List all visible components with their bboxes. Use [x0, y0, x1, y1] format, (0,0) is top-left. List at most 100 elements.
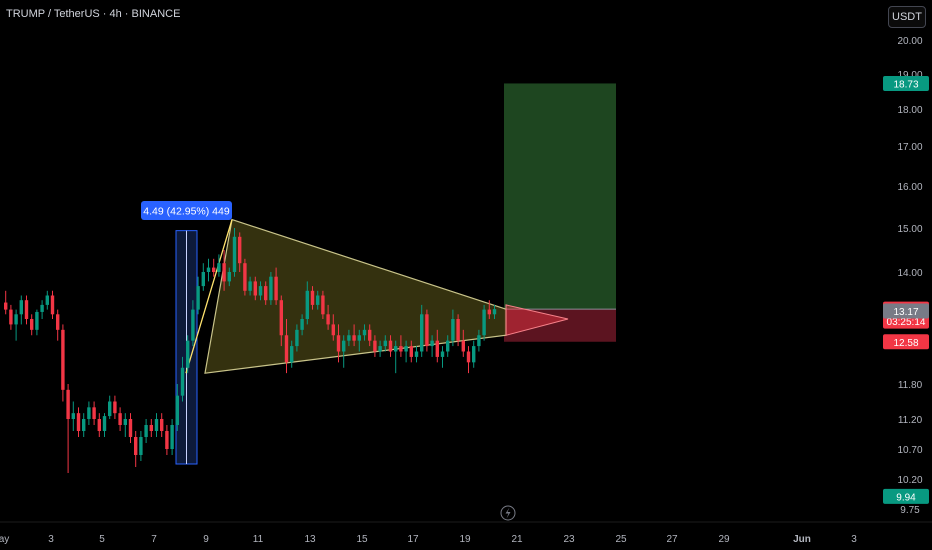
- candle-body: [97, 419, 101, 431]
- candle: [56, 309, 60, 341]
- candle: [414, 346, 419, 363]
- candle-body: [466, 351, 471, 363]
- time-tick-label: 5: [99, 534, 105, 545]
- candle-body: [435, 340, 439, 357]
- candle-body: [201, 272, 205, 287]
- candle: [258, 281, 263, 301]
- price-badge: [883, 303, 929, 319]
- candle-body: [347, 335, 351, 341]
- candle: [186, 335, 190, 374]
- candle: [238, 232, 242, 272]
- candle: [196, 276, 200, 315]
- candle-body: [160, 419, 164, 431]
- candle-body: [243, 263, 247, 291]
- candle-body: [82, 419, 86, 431]
- candle-body: [56, 314, 60, 330]
- candle-body: [336, 335, 341, 352]
- candle: [128, 413, 133, 443]
- time-scale[interactable]: ay 3 5 7 9 11 13 15 17 19 21 23 25 27 29 Jun 3: [0, 534, 857, 545]
- candle-body: [191, 309, 195, 341]
- price-tick-label: 9.75: [900, 505, 920, 516]
- time-tick-label: 7: [151, 534, 157, 545]
- candle: [118, 407, 122, 431]
- candle-body: [290, 346, 294, 363]
- candle-body: [113, 401, 117, 414]
- candle: [45, 290, 49, 310]
- candle-body: [144, 425, 148, 437]
- apex-triangle: [505, 304, 569, 336]
- candle-body: [87, 407, 91, 419]
- time-tick-label: 3: [851, 534, 857, 545]
- candle-body: [118, 413, 122, 425]
- stop-zone[interactable]: [504, 309, 616, 342]
- pole-line: [185, 219, 233, 374]
- candle-body: [472, 346, 476, 363]
- candle: [87, 401, 91, 425]
- candle: [316, 290, 320, 310]
- candle: [134, 431, 138, 467]
- price-tick-label: 17.00: [897, 142, 922, 153]
- candle-body: [196, 286, 200, 310]
- price-tick-label: 20.00: [897, 36, 922, 47]
- candle: [82, 413, 86, 437]
- candle-body: [451, 319, 455, 341]
- candle-body: [76, 413, 81, 431]
- candle-body: [123, 419, 127, 425]
- candle: [66, 384, 70, 473]
- candle: [40, 300, 44, 319]
- candle-body: [253, 281, 257, 296]
- candle-body: [378, 346, 382, 352]
- time-tick-label: 21: [511, 534, 523, 545]
- candle: [248, 276, 252, 296]
- price-scale[interactable]: 20.0019.0018.0017.0016.0015.0014.0013.00…: [880, 0, 932, 522]
- candle-body: [404, 346, 408, 352]
- candle: [92, 401, 96, 425]
- flash-icon[interactable]: [500, 505, 516, 521]
- candle: [373, 335, 377, 357]
- candle: [295, 324, 299, 352]
- candle-body: [212, 267, 216, 272]
- candle: [352, 324, 356, 347]
- candle: [383, 335, 387, 352]
- candle: [482, 304, 486, 341]
- candle: [347, 329, 351, 347]
- candle-body: [477, 335, 481, 347]
- candle: [336, 324, 341, 363]
- candle: [232, 228, 237, 277]
- price-tick-label: 16.00: [897, 182, 922, 193]
- candle: [50, 290, 55, 319]
- time-tick-label: Jun: [793, 534, 811, 545]
- candle-body: [170, 425, 174, 449]
- price-badge-label: 13.17: [893, 307, 918, 318]
- time-tick-label: ay: [0, 534, 9, 545]
- candle-body: [186, 340, 190, 368]
- candle: [4, 290, 8, 315]
- measure-label[interactable]: 4.49 (42.95%) 449: [141, 201, 232, 220]
- price-badge-label: 9.94: [896, 492, 916, 503]
- candle-body: [50, 295, 55, 315]
- candle-body: [357, 335, 361, 341]
- time-tick-label: 15: [356, 534, 368, 545]
- candle-body: [30, 319, 34, 330]
- candle: [472, 340, 476, 368]
- candle-body: [394, 346, 398, 352]
- candle: [222, 250, 226, 291]
- candle: [144, 419, 148, 443]
- candle: [264, 281, 268, 305]
- price-tick-label: 11.80: [898, 380, 923, 391]
- candle: [253, 276, 257, 301]
- candle: [477, 329, 481, 352]
- target-zone[interactable]: [504, 83, 616, 310]
- candle: [321, 290, 325, 319]
- candle-body: [269, 276, 273, 301]
- candle-body: [227, 272, 231, 282]
- candle: [435, 329, 439, 363]
- candle: [440, 346, 445, 368]
- candle: [409, 340, 413, 363]
- candle: [300, 314, 304, 336]
- candle-body: [92, 407, 96, 419]
- currency-button[interactable]: USDT: [888, 6, 926, 28]
- candle: [461, 329, 465, 357]
- candle: [201, 263, 205, 291]
